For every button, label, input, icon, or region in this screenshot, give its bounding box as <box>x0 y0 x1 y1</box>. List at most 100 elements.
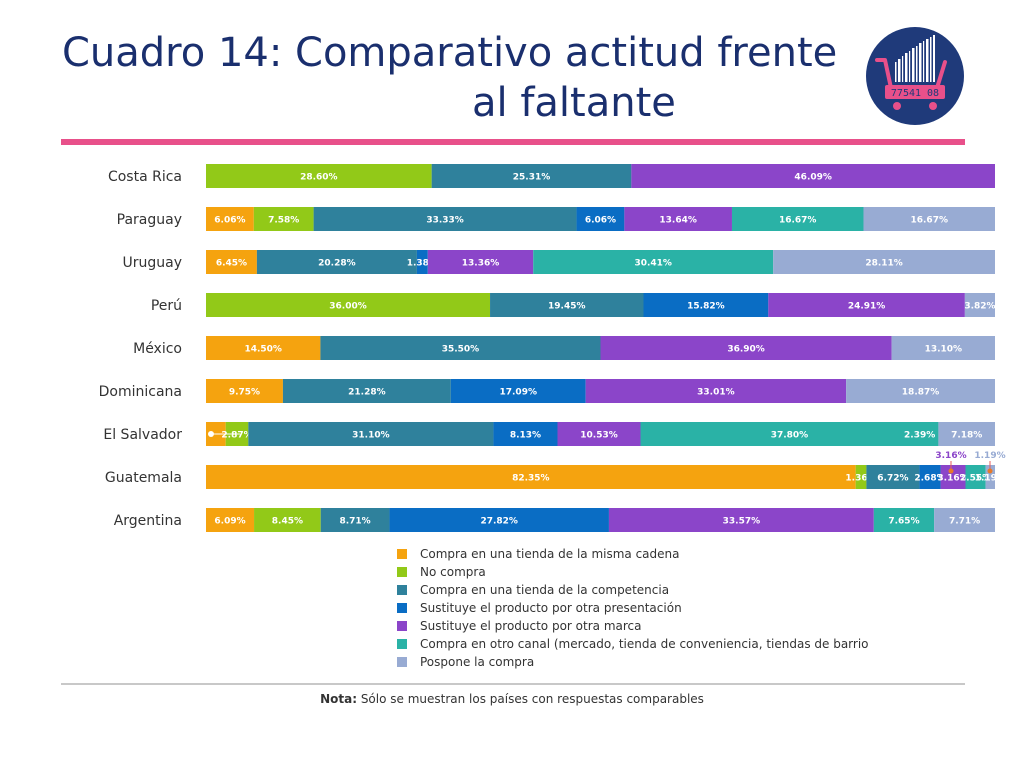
legend-swatch <box>397 657 407 667</box>
legend-label: Pospone la compra <box>420 655 535 669</box>
legend-item: Sustituye el producto por otra marca <box>397 617 869 635</box>
data-label: 37.80% <box>771 431 809 441</box>
page-title-line-2: al faltante <box>472 80 676 126</box>
data-label: 7.71% <box>949 517 980 527</box>
footnote-label: Nota: <box>320 692 357 706</box>
data-label: 30.41% <box>634 259 672 269</box>
footer-divider <box>61 683 965 685</box>
data-label: 27.82% <box>480 517 518 527</box>
category-label: El Salvador <box>103 427 182 443</box>
legend-swatch <box>397 621 407 631</box>
bar-segment <box>206 293 491 317</box>
data-label: 82.35% <box>512 474 550 484</box>
data-label: 35.50% <box>442 345 480 355</box>
bar-segment <box>631 164 995 188</box>
data-label: 2.87% <box>221 431 252 441</box>
bar-segment <box>282 379 451 403</box>
legend-label: Sustituye el producto por otra presentac… <box>420 601 682 615</box>
bar-segment <box>490 293 644 317</box>
page-title-line-1: Cuadro 14: Comparativo actitud frente <box>62 30 838 76</box>
data-label: 7.65% <box>888 517 919 527</box>
data-label: 36.00% <box>329 302 367 312</box>
bar-segment <box>206 379 283 403</box>
bar-segment <box>919 465 941 489</box>
data-label: 36.90% <box>727 345 765 355</box>
logo-text: 77541 08 <box>891 88 939 99</box>
chart-legend: Compra en una tienda de la misma cadena N… <box>397 545 869 671</box>
category-label: Guatemala <box>105 470 182 486</box>
data-label: 46.09% <box>794 173 832 183</box>
bar-segment <box>320 508 390 532</box>
bar-segment <box>600 336 892 360</box>
data-label: 31.10% <box>352 431 390 441</box>
bar-segment <box>576 207 625 231</box>
footnote-text: Sólo se muestran los países con respuest… <box>357 692 704 706</box>
bar-segment <box>416 250 428 274</box>
data-label: 33.01% <box>697 388 735 398</box>
bar-segment <box>866 465 920 489</box>
data-label: 8.13% <box>510 431 541 441</box>
data-label: 3.16% <box>937 474 968 484</box>
footnote: Nota: Sólo se muestran los países con re… <box>0 692 1024 706</box>
bar-segment <box>253 207 314 231</box>
bar-segment <box>450 379 586 403</box>
title-divider <box>61 139 965 145</box>
bar-segment <box>493 422 558 446</box>
bar-segment <box>256 250 417 274</box>
data-label: 1.19% <box>975 474 1006 484</box>
legend-item: Compra en una tienda de la misma cadena <box>397 545 869 563</box>
data-label: 24.91% <box>848 302 886 312</box>
legend-label: Sustituye el producto por otra marca <box>420 619 642 633</box>
data-label: 7.58% <box>268 216 299 226</box>
legend-item: Sustituye el producto por otra presentac… <box>397 599 869 617</box>
category-label: Perú <box>151 298 182 314</box>
data-label: 3.82% <box>964 302 995 312</box>
data-label: 1.38% <box>407 259 438 269</box>
data-label: 8.45% <box>272 517 303 527</box>
bar-segment <box>940 465 966 489</box>
data-label: 21.28% <box>348 388 386 398</box>
data-label: 8.71% <box>339 517 370 527</box>
bar-segment <box>431 164 632 188</box>
category-label: Costa Rica <box>108 169 182 185</box>
data-label: 13.36% <box>462 259 500 269</box>
legend-item: Pospone la compra <box>397 653 869 671</box>
bar-segment <box>608 508 874 532</box>
bar-segment <box>389 508 609 532</box>
data-label: 10.53% <box>580 431 618 441</box>
callout-label: 3.16% <box>935 451 966 461</box>
bar-segment <box>313 207 577 231</box>
data-label: 28.11% <box>865 259 903 269</box>
bar-segment <box>206 336 321 360</box>
bar-segment <box>863 207 995 231</box>
legend-swatch <box>397 585 407 595</box>
bar-segment <box>557 422 641 446</box>
category-label: Dominicana <box>99 384 182 400</box>
bar-segment <box>938 422 995 446</box>
bar-segment <box>873 508 935 532</box>
legend-label: Compra en otro canal (mercado, tienda de… <box>420 637 869 651</box>
stacked-bar-chart: Costa Rica 28.60% 25.31% 46.09% Paraguay 6.06… <box>99 164 1006 532</box>
data-label: 25.31% <box>513 173 551 183</box>
data-label: 2.39% <box>904 431 935 441</box>
bar-segment <box>965 465 986 489</box>
callout-label: 1.19% <box>974 451 1005 461</box>
data-label: 14.50% <box>244 345 282 355</box>
legend-item: Compra en una tienda de la competencia <box>397 581 869 599</box>
legend-swatch <box>397 603 407 613</box>
data-label: 15.82% <box>687 302 725 312</box>
data-label: 1.36% <box>845 474 876 484</box>
bar-segment <box>206 207 254 231</box>
legend-item: Compra en otro canal (mercado, tienda de… <box>397 635 869 653</box>
callout-marker <box>948 468 954 474</box>
bar-segment <box>206 508 255 532</box>
data-label: 19.45% <box>548 302 586 312</box>
bar-segment <box>934 508 995 532</box>
data-label: 6.06% <box>214 216 245 226</box>
data-label: 18.87% <box>902 388 940 398</box>
data-label: 17.09% <box>499 388 537 398</box>
bar-segment <box>320 336 601 360</box>
data-label: 33.57% <box>723 517 761 527</box>
bar-segment <box>855 465 867 489</box>
data-label: 16.67% <box>779 216 817 226</box>
